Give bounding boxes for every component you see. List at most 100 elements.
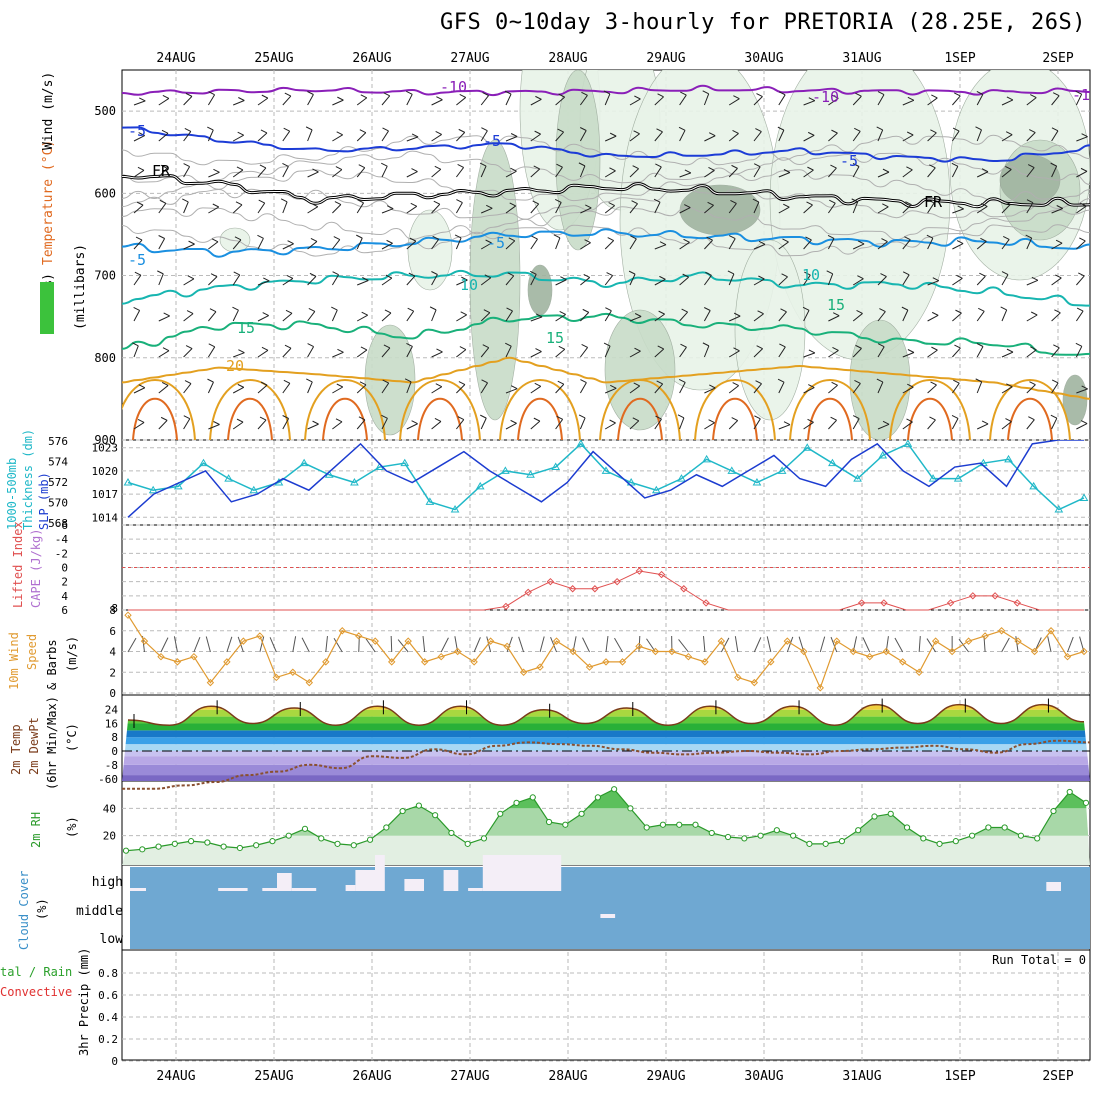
wind-barb xyxy=(183,201,189,214)
wind-barb xyxy=(703,310,711,322)
wind-barb-flag xyxy=(975,378,982,383)
rh2m-marker xyxy=(806,840,813,847)
wind-barb xyxy=(505,240,516,250)
wind-barb xyxy=(703,93,710,106)
rh-contour-line xyxy=(122,206,1090,241)
wind-barb-flag xyxy=(137,166,145,171)
date-label-bottom: 31AUG xyxy=(842,1069,881,1084)
wind-barb-flag xyxy=(332,271,339,276)
pressure-tick-label: 900 xyxy=(94,433,116,447)
wind10-marker xyxy=(964,637,973,645)
wind10-barb xyxy=(926,638,937,653)
wind-barb-flag xyxy=(429,306,437,311)
wind10-marker xyxy=(849,647,857,656)
wind-barb-flag xyxy=(238,97,245,101)
wind-barb-flag xyxy=(1055,239,1063,244)
wind-barb xyxy=(406,94,413,106)
wind-barb-flag xyxy=(882,203,889,208)
wind-barb xyxy=(555,418,564,430)
wind-barb xyxy=(827,202,836,214)
wind-barb xyxy=(877,129,884,142)
wind-barb xyxy=(976,423,989,430)
wind-barb-flag xyxy=(927,199,935,204)
wind-barb-flag xyxy=(182,198,189,203)
wind-barb-flag xyxy=(683,238,690,243)
wind-barb-flag xyxy=(705,271,712,276)
rh2m-marker xyxy=(773,827,780,834)
thickness-marker xyxy=(853,474,862,482)
wind-barb xyxy=(952,208,964,214)
wind-barb-flag xyxy=(158,235,165,239)
contour-label: 10 xyxy=(802,266,820,284)
wind-barb xyxy=(1026,349,1037,358)
wind-barb-flag xyxy=(678,126,686,131)
cloud-row-label: high xyxy=(92,875,123,890)
wind-barb xyxy=(232,204,243,214)
temperature-band xyxy=(122,696,1090,703)
wind-barb xyxy=(927,419,936,430)
wind-barb-flag xyxy=(306,378,313,383)
wind-barb-flag xyxy=(381,162,388,167)
rh-shading-blob xyxy=(555,70,601,251)
wind-barb-flag xyxy=(581,91,588,96)
wind-barb-flag xyxy=(855,344,862,349)
wind-barb xyxy=(902,352,915,358)
wind10-barb xyxy=(678,639,689,653)
wind-barb-flag xyxy=(778,91,786,96)
wind-barb xyxy=(357,280,369,286)
wind-barb xyxy=(332,99,344,106)
surface-temp-arc xyxy=(599,379,681,440)
wind-barb-flag xyxy=(951,414,959,419)
wind-barb xyxy=(704,170,715,178)
wind-barb-flag xyxy=(857,240,865,245)
wind-barb-flag xyxy=(1056,205,1063,209)
wind-barb-flag xyxy=(856,310,863,314)
wind-barb xyxy=(579,130,587,142)
rh2m-marker xyxy=(448,829,455,837)
wind-barb xyxy=(828,132,838,142)
wind10-barb xyxy=(269,637,277,653)
wind-barb xyxy=(728,350,740,358)
wind10-marker xyxy=(585,663,594,671)
wind-barb xyxy=(1051,130,1059,142)
lifted-marker xyxy=(857,599,866,607)
temperature-band xyxy=(122,716,1090,724)
precip-tick-label: 0.2 xyxy=(98,1033,118,1046)
rh2m-marker xyxy=(497,810,504,817)
lifted-tick-label: 6 xyxy=(61,604,68,617)
rh2m-layer xyxy=(122,786,1090,865)
wind-barb-flag xyxy=(1030,311,1038,316)
wind-barb-flag xyxy=(132,342,139,347)
wind10-marker xyxy=(420,658,429,666)
wind10-marker xyxy=(1080,647,1088,656)
thickness-marker xyxy=(702,454,712,463)
wind-barb xyxy=(332,204,342,214)
lifted-tick-label: -4 xyxy=(55,533,69,546)
thickness-marker xyxy=(777,466,787,474)
wind-barb-flag xyxy=(510,133,518,137)
wind10-marker xyxy=(404,637,412,645)
wind-barb xyxy=(1026,167,1035,178)
wind-barb xyxy=(381,165,388,178)
wind-tick-label: 4 xyxy=(109,646,116,659)
wind-barb xyxy=(555,314,566,322)
wind-barb-flag xyxy=(854,379,861,384)
wind-barb xyxy=(679,276,689,286)
wind-barb xyxy=(902,169,913,178)
wind-barb xyxy=(703,274,712,286)
wind-barb xyxy=(927,349,938,358)
thickness-marker xyxy=(1004,454,1013,463)
wind10-barb xyxy=(862,637,871,653)
wind-barb xyxy=(976,206,988,214)
wind-barb-flag xyxy=(162,347,170,352)
wind10-barb xyxy=(226,636,233,653)
wind-barb-flag xyxy=(882,168,890,173)
wind-barb xyxy=(1051,208,1063,214)
wind-barb-flag xyxy=(382,127,389,132)
wind-barb-flag xyxy=(876,378,884,383)
wind-barb-flag xyxy=(436,96,443,101)
wind-barb xyxy=(827,238,835,250)
wind-barb-flag xyxy=(160,416,168,421)
wind-barb xyxy=(1001,309,1008,322)
rh2m-marker xyxy=(936,840,943,847)
